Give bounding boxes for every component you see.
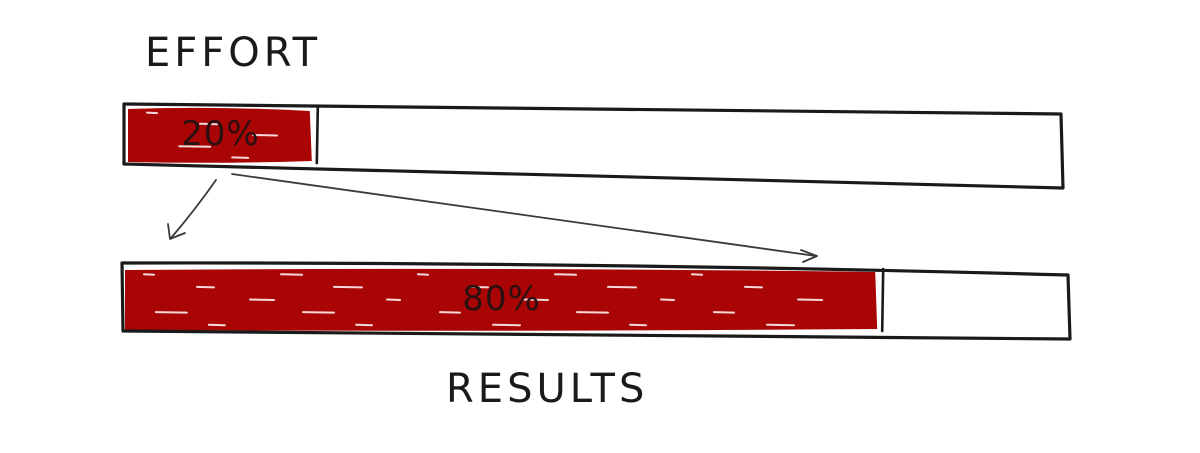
marker-streak xyxy=(302,311,335,314)
results-bar-divider xyxy=(880,267,885,333)
marker-streak xyxy=(178,145,212,148)
results-bar-outline xyxy=(120,261,1072,341)
marker-streak xyxy=(492,323,521,327)
marker-streak xyxy=(207,323,226,327)
marker-streak xyxy=(231,156,250,159)
arrow-to-results-end xyxy=(231,173,817,257)
effort-bar-texture xyxy=(146,111,278,159)
marker-streak xyxy=(249,298,275,301)
effort-bar-fill xyxy=(128,107,312,163)
marker-streak xyxy=(146,111,158,115)
effort-value-label: 20% xyxy=(181,114,260,154)
marker-streak xyxy=(607,285,637,289)
marker-streak xyxy=(576,311,609,314)
marker-streak xyxy=(744,285,763,289)
marker-streak xyxy=(713,311,735,314)
results-bar-texture xyxy=(143,273,823,327)
marker-streak xyxy=(660,298,675,301)
marker-streak xyxy=(196,285,215,289)
marker-streak xyxy=(554,273,577,276)
marker-streak xyxy=(766,323,795,327)
arrow-to-results-start xyxy=(170,179,217,239)
relation-arrows xyxy=(167,173,818,263)
effort-bar-outline xyxy=(122,102,1065,190)
marker-streak xyxy=(629,323,647,327)
results-label: RESULTS xyxy=(446,366,648,412)
effort-bar: 20% xyxy=(122,102,1065,190)
marker-streak xyxy=(691,273,703,276)
marker-streak xyxy=(470,285,489,289)
marker-streak xyxy=(252,134,278,137)
marker-streak xyxy=(333,285,363,289)
marker-streak xyxy=(417,273,429,276)
marker-streak xyxy=(199,122,218,126)
effort-label: EFFORT xyxy=(145,30,321,76)
marker-streak xyxy=(355,323,373,327)
marker-streak xyxy=(143,273,155,276)
marker-streak xyxy=(439,311,461,314)
arrow-to-results-end-head xyxy=(800,249,818,263)
arrow-to-results-start-head xyxy=(167,223,186,240)
results-value-label: 80% xyxy=(462,279,541,319)
marker-streak xyxy=(523,298,549,301)
marker-streak xyxy=(797,298,823,301)
marker-streak xyxy=(386,298,401,301)
results-bar: 80% xyxy=(120,261,1072,341)
effort-bar-divider xyxy=(315,106,320,165)
marker-streak xyxy=(280,273,303,276)
results-bar-fill xyxy=(125,268,878,331)
marker-streak xyxy=(154,311,188,314)
